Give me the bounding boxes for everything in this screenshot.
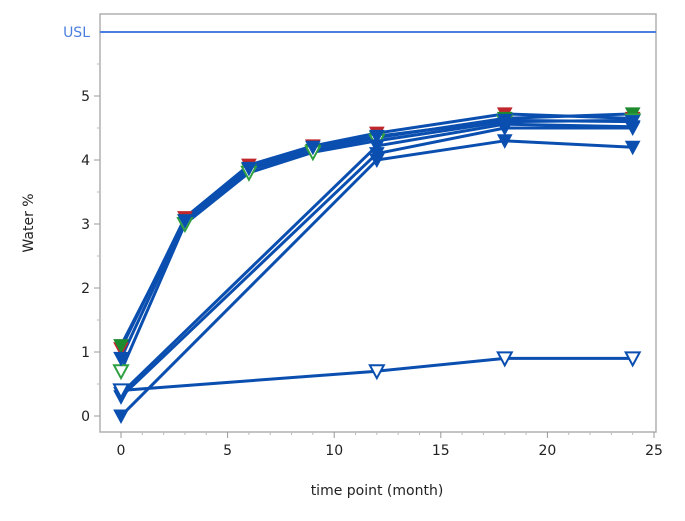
x-tick-label: 10 bbox=[325, 443, 343, 459]
y-tick-label: 0 bbox=[81, 409, 90, 425]
series-7-marker bbox=[496, 134, 513, 149]
y-tick-label: 3 bbox=[81, 217, 90, 233]
y-axis-label: Water % bbox=[21, 193, 37, 252]
x-tick-label: 20 bbox=[538, 443, 556, 459]
y-tick-label: 4 bbox=[81, 153, 90, 169]
x-tick-label: 25 bbox=[645, 443, 663, 459]
series-4-marker bbox=[241, 161, 257, 177]
y-tick-label: 5 bbox=[81, 89, 90, 105]
series-6-marker bbox=[624, 121, 641, 137]
series-line-8 bbox=[120, 356, 633, 392]
usl-label: USL bbox=[63, 25, 90, 41]
series-8-marker bbox=[624, 351, 642, 368]
series-8-marker bbox=[112, 383, 130, 400]
x-tick-label: 5 bbox=[223, 443, 232, 459]
series-7-marker bbox=[624, 140, 641, 156]
series-5-marker bbox=[369, 139, 385, 154]
series-4-marker bbox=[177, 214, 193, 229]
series-line-6 bbox=[119, 126, 633, 398]
plot-frame bbox=[99, 13, 657, 433]
series-4-marker bbox=[369, 129, 385, 145]
series-4-marker bbox=[305, 140, 321, 156]
series-4-marker bbox=[113, 351, 129, 367]
series-7-marker bbox=[113, 409, 129, 425]
series-line-7 bbox=[119, 139, 633, 418]
x-axis-label: time point (month) bbox=[311, 483, 444, 499]
series-line-5 bbox=[119, 122, 633, 395]
series-8-marker bbox=[368, 364, 386, 381]
series-8-marker bbox=[496, 351, 514, 368]
series-2-marker bbox=[113, 339, 129, 354]
series-7-marker bbox=[369, 153, 385, 169]
x-tick-label: 15 bbox=[432, 443, 450, 459]
series-6-marker bbox=[496, 121, 513, 137]
y-tick-label: 1 bbox=[81, 345, 90, 361]
x-tick-label: 0 bbox=[117, 443, 126, 459]
y-tick-label: 2 bbox=[81, 281, 90, 297]
